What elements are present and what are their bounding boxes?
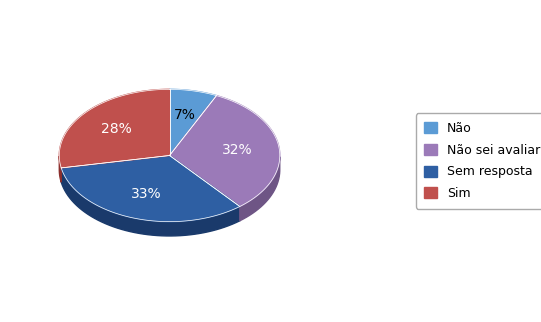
Legend: Não, Não sei avaliar, Sem resposta, Sim: Não, Não sei avaliar, Sem resposta, Sim <box>415 113 541 209</box>
Polygon shape <box>60 156 61 182</box>
Polygon shape <box>169 89 216 156</box>
Text: 28%: 28% <box>102 122 132 136</box>
Text: 32%: 32% <box>222 143 253 157</box>
Text: 7%: 7% <box>174 109 195 122</box>
Polygon shape <box>169 96 280 206</box>
Polygon shape <box>240 157 280 221</box>
Polygon shape <box>61 156 240 222</box>
Polygon shape <box>60 89 169 168</box>
Text: 33%: 33% <box>131 187 162 201</box>
Polygon shape <box>61 168 240 236</box>
